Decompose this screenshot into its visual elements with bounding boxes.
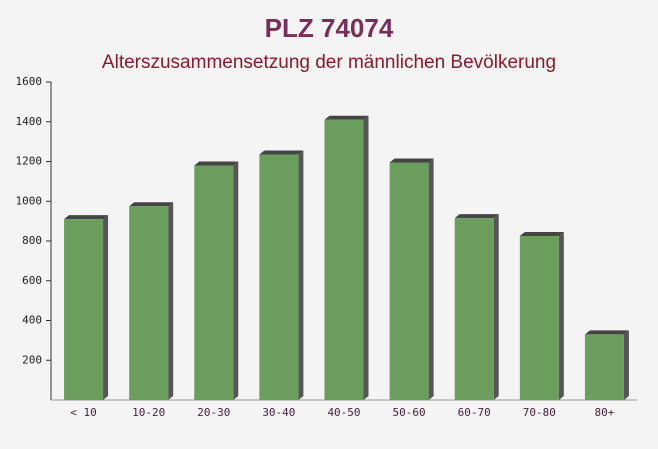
bar — [519, 236, 559, 400]
bar — [259, 154, 299, 400]
bar-shadow — [233, 161, 239, 400]
bar-top — [259, 150, 304, 155]
chart-subtitle: Alterszusammensetzung der männlichen Bev… — [102, 52, 556, 73]
bar — [389, 162, 429, 400]
bar-top — [519, 232, 564, 237]
x-tick-label: < 10 — [70, 406, 97, 419]
y-tick-label: 1600 — [16, 75, 43, 88]
bar-shadow — [623, 330, 629, 400]
bar-shadow — [363, 115, 369, 400]
x-tick-label: 20-30 — [197, 406, 230, 419]
y-tick-label: 1200 — [16, 155, 43, 168]
y-tick-label: 400 — [22, 314, 42, 327]
bar — [454, 218, 494, 400]
x-tick-label: 30-40 — [262, 406, 295, 419]
bar-shadow — [558, 232, 564, 400]
x-tick-label: 70-80 — [523, 406, 556, 419]
y-tick-label: 600 — [22, 274, 42, 287]
bar — [324, 119, 364, 400]
bar-top — [324, 115, 369, 120]
bar-shadow — [298, 150, 304, 400]
bar-shadow — [168, 202, 174, 400]
y-tick-label: 1400 — [16, 115, 43, 128]
x-tick-label: 60-70 — [458, 406, 491, 419]
bar-top — [454, 214, 499, 219]
bar-top — [389, 158, 434, 163]
bar — [584, 334, 624, 400]
bar-shadow — [428, 158, 434, 400]
bar — [129, 206, 169, 400]
x-tick-label: 10-20 — [132, 406, 165, 419]
y-tick-label: 1000 — [16, 194, 43, 207]
bar-top — [194, 161, 239, 166]
bar-top — [64, 215, 109, 220]
y-tick-label: 800 — [22, 234, 42, 247]
bar-top — [129, 202, 174, 207]
y-tick-label: 200 — [22, 353, 42, 366]
bar — [64, 219, 104, 400]
bar-top — [584, 330, 629, 335]
x-tick-label: 40-50 — [327, 406, 360, 419]
x-tick-label: 80+ — [595, 406, 615, 419]
bar-shadow — [103, 215, 109, 400]
bar — [194, 165, 234, 400]
x-tick-label: 50-60 — [393, 406, 426, 419]
chart-title: PLZ 74074 — [265, 13, 394, 43]
bar-shadow — [493, 214, 499, 400]
